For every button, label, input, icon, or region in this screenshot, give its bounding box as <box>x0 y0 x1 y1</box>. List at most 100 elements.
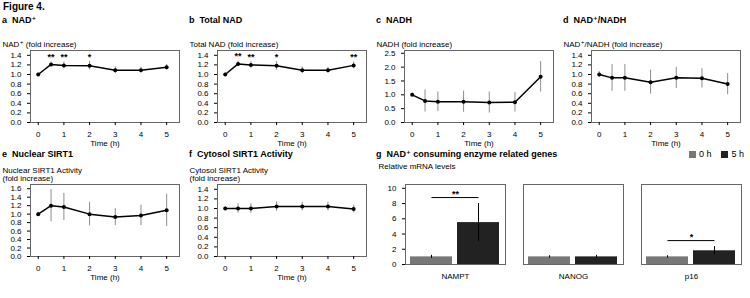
svg-text:1.0: 1.0 <box>197 204 209 213</box>
svg-text:0.0: 0.0 <box>384 118 396 127</box>
svg-text:0.0: 0.0 <box>10 118 22 127</box>
svg-text:Time (h): Time (h) <box>90 139 120 148</box>
svg-text:0: 0 <box>36 264 41 273</box>
svg-text:1: 1 <box>62 130 67 139</box>
svg-text:5: 5 <box>164 130 169 139</box>
svg-text:2.5: 2.5 <box>384 49 396 58</box>
svg-text:0.8: 0.8 <box>571 80 583 89</box>
svg-text:NANOG: NANOG <box>559 272 588 281</box>
svg-text:0.0: 0.0 <box>197 118 209 127</box>
svg-text:Total NAD (fold increase): Total NAD (fold increase) <box>190 40 279 49</box>
svg-text:**: ** <box>350 52 358 62</box>
svg-text:1: 1 <box>623 130 628 139</box>
svg-text:4: 4 <box>326 264 331 273</box>
svg-text:1.0: 1.0 <box>571 70 583 79</box>
svg-text:0.2: 0.2 <box>10 244 22 253</box>
svg-text:Relative mRNA levels: Relative mRNA levels <box>379 162 456 171</box>
svg-text:6: 6 <box>392 214 397 223</box>
svg-text:1.2: 1.2 <box>571 60 583 69</box>
svg-text:0.8: 0.8 <box>10 80 22 89</box>
svg-text:4: 4 <box>513 130 518 139</box>
svg-text:4: 4 <box>700 130 705 139</box>
svg-text:Time (h): Time (h) <box>651 139 681 148</box>
svg-text:0.8: 0.8 <box>197 214 209 223</box>
svg-text:4: 4 <box>392 230 397 239</box>
svg-text:0.6: 0.6 <box>571 89 583 98</box>
svg-text:0: 0 <box>392 260 397 269</box>
svg-text:1.5: 1.5 <box>384 77 396 86</box>
svg-text:4: 4 <box>139 264 144 273</box>
svg-text:**: ** <box>48 52 56 62</box>
svg-text:0.6: 0.6 <box>197 223 209 232</box>
svg-text:1.2: 1.2 <box>197 60 209 69</box>
svg-text:NAD⁺ (fold increase): NAD⁺ (fold increase) <box>3 40 77 49</box>
svg-text:1.0: 1.0 <box>10 70 22 79</box>
svg-text:0.4: 0.4 <box>197 99 209 108</box>
svg-text:0.4: 0.4 <box>197 233 209 242</box>
svg-text:0.6: 0.6 <box>197 89 209 98</box>
svg-text:1: 1 <box>249 130 254 139</box>
svg-text:0.0: 0.0 <box>197 252 209 261</box>
svg-text:Time (h): Time (h) <box>277 273 307 282</box>
svg-text:1: 1 <box>436 130 441 139</box>
svg-text:0.6: 0.6 <box>10 227 22 236</box>
svg-text:5: 5 <box>164 264 169 273</box>
svg-text:**: ** <box>247 52 255 62</box>
svg-text:4: 4 <box>139 130 144 139</box>
svg-text:*: * <box>88 52 92 62</box>
svg-text:**: ** <box>452 189 460 199</box>
svg-text:**: ** <box>60 52 68 62</box>
svg-text:Time (h): Time (h) <box>90 273 120 282</box>
svg-text:10: 10 <box>388 184 397 193</box>
svg-text:0.2: 0.2 <box>197 242 209 251</box>
svg-text:**: ** <box>235 51 243 61</box>
svg-text:0.2: 0.2 <box>10 108 22 117</box>
svg-text:1.4: 1.4 <box>571 51 583 60</box>
svg-text:*: * <box>690 232 694 242</box>
svg-text:p16: p16 <box>685 272 699 281</box>
svg-text:0: 0 <box>223 130 228 139</box>
svg-text:1.0: 1.0 <box>384 90 396 99</box>
svg-text:Cytosol SIRT1 Activity(fold in: Cytosol SIRT1 Activity(fold increase) <box>190 166 269 183</box>
svg-text:1.2: 1.2 <box>10 60 22 69</box>
svg-text:2: 2 <box>392 245 397 254</box>
svg-text:2.0: 2.0 <box>384 63 396 72</box>
svg-text:0: 0 <box>410 130 415 139</box>
svg-text:5: 5 <box>351 264 356 273</box>
svg-text:Time (h): Time (h) <box>277 139 307 148</box>
svg-text:0.0: 0.0 <box>10 252 22 261</box>
svg-text:5: 5 <box>351 130 356 139</box>
svg-text:0.4: 0.4 <box>571 99 583 108</box>
svg-text:NADH (fold increase): NADH (fold increase) <box>377 40 453 49</box>
svg-text:4: 4 <box>326 130 331 139</box>
svg-text:0: 0 <box>223 264 228 273</box>
svg-text:0.2: 0.2 <box>197 108 209 117</box>
svg-text:NAD⁺/NADH (fold increase): NAD⁺/NADH (fold increase) <box>564 40 663 49</box>
svg-text:1.4: 1.4 <box>197 51 209 60</box>
svg-text:Time (h): Time (h) <box>464 139 494 148</box>
svg-text:Nuclear SIRT1 Activity(fold in: Nuclear SIRT1 Activity(fold increase) <box>3 166 82 183</box>
svg-text:0.2: 0.2 <box>571 108 583 117</box>
svg-text:0.4: 0.4 <box>10 235 22 244</box>
svg-text:0: 0 <box>36 130 41 139</box>
svg-text:1.2: 1.2 <box>10 201 22 210</box>
svg-text:NAMPT: NAMPT <box>442 272 470 281</box>
svg-text:5: 5 <box>538 130 543 139</box>
svg-text:1.4: 1.4 <box>10 193 22 202</box>
svg-text:0.0: 0.0 <box>571 118 583 127</box>
svg-text:1.0: 1.0 <box>10 210 22 219</box>
svg-text:0.8: 0.8 <box>10 218 22 227</box>
svg-text:0: 0 <box>597 130 602 139</box>
svg-text:1.0: 1.0 <box>197 70 209 79</box>
svg-text:1.2: 1.2 <box>197 194 209 203</box>
svg-text:1: 1 <box>249 264 254 273</box>
svg-text:8: 8 <box>392 199 397 208</box>
svg-text:1.6: 1.6 <box>10 184 22 193</box>
svg-text:0.8: 0.8 <box>197 80 209 89</box>
svg-text:0.6: 0.6 <box>10 89 22 98</box>
svg-text:0.4: 0.4 <box>10 99 22 108</box>
svg-text:1.4: 1.4 <box>197 185 209 194</box>
svg-text:1.4: 1.4 <box>10 51 22 60</box>
svg-text:1: 1 <box>62 264 67 273</box>
svg-text:*: * <box>275 52 279 62</box>
